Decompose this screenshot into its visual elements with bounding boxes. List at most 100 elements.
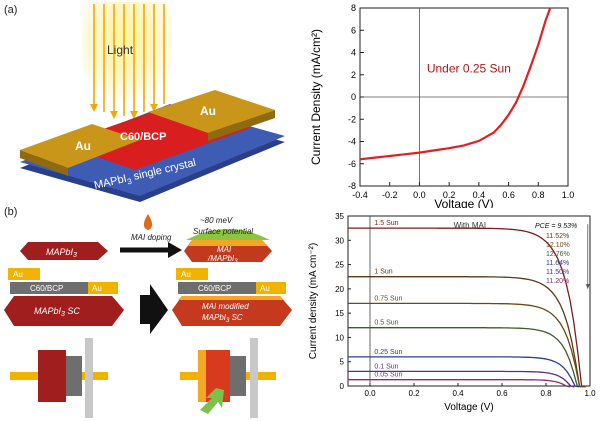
right-device-c60-layer — [178, 282, 256, 294]
device-illustration-a: Light Au C60/BCP Au MAPbI3 single crysta… — [20, 2, 285, 202]
y-tick-label: 25 — [335, 261, 344, 270]
right-cross-electrode — [250, 338, 258, 418]
au-right-label: Au — [200, 104, 216, 118]
chart-jv-multi-sun: 0.0 0.2 0.4 0.6 0.8 1.0 0 5 10 15 20 25 30 35 1.5 Sun… — [308, 212, 596, 413]
series-line-1-sun — [348, 276, 584, 388]
au-contact-left — [20, 124, 140, 168]
series-line-0.05-sun — [348, 379, 571, 388]
series-line-0.5-sun — [348, 327, 582, 388]
pce-value: 11.20% — [546, 278, 569, 285]
pce-title: PCE = 9.53% — [535, 223, 577, 230]
y-tick-label: -4 — [348, 137, 356, 147]
left-cross-crystal — [38, 350, 66, 402]
y-tick-label: 30 — [335, 236, 344, 245]
pce-value: 12.76% — [546, 251, 570, 258]
left-cross-c60 — [66, 356, 82, 396]
right-device-crystal — [172, 296, 292, 326]
y-tick-label: 8 — [351, 3, 356, 13]
left-device-crystal-label: MAPbI3 SC — [34, 306, 80, 318]
crystal-mai-line2: /MAPbI3 — [207, 254, 238, 265]
y-tick-label: 0 — [351, 92, 356, 102]
x-tick-label: 0.4 — [473, 190, 486, 200]
series-label: 1.5 Sun — [374, 220, 398, 227]
right-device-c60-label: C60/BCP — [198, 284, 231, 293]
chart-jv-quarter-sun: -0.4 -0.2 0.0 0.2 0.4 0.6 0.8 1.0-8-6-4-202468 … — [309, 3, 575, 208]
surface-note-1: ~80 meV — [200, 216, 233, 225]
left-device-au-right — [88, 282, 118, 294]
series-label: 0.75 Sun — [374, 295, 402, 302]
right-device-au-left-label: Au — [181, 270, 191, 279]
light-arrowheads — [90, 104, 158, 119]
x-tick-label: 0.2 — [408, 389, 420, 398]
x-tick-label: -0.2 — [382, 190, 398, 200]
right-device-au-left — [176, 268, 208, 280]
series-label: 0.5 Sun — [374, 320, 398, 327]
x-tick-label: 1.0 — [584, 389, 596, 398]
x-tick-label: 0.8 — [540, 389, 552, 398]
c60-label: C60/BCP — [120, 131, 166, 143]
x-tick-label: 0.2 — [443, 190, 456, 200]
chart-a-ylabel: Current Density (mA/cm²) — [309, 29, 323, 165]
series-label: 0.05 Sun — [374, 372, 402, 379]
series-label: 1 Sun — [374, 269, 392, 276]
y-tick-label: 35 — [335, 212, 344, 221]
pce-value: 11.52% — [546, 233, 569, 240]
y-tick-label: -6 — [348, 159, 356, 169]
x-tick-label: 1.0 — [562, 190, 575, 200]
chart-b-annotation: With MAI — [454, 221, 486, 230]
x-tick-label: 0.4 — [452, 389, 464, 398]
light-rays — [93, 4, 165, 116]
series-label: 0.25 Sun — [374, 349, 402, 356]
series-line-quarter-sun — [359, 7, 552, 161]
panel-label-a: (a) — [4, 4, 18, 16]
x-tick-label: 0.8 — [532, 190, 545, 200]
x-tick-label: 0.0 — [413, 190, 426, 200]
crystal-mai-line1: MAI — [217, 245, 232, 254]
left-device-au-right-label: Au — [92, 284, 102, 293]
series-label: 0.1 Sun — [374, 363, 398, 370]
drop-icon — [143, 214, 153, 230]
chart-a-xlabel: Voltage (V) — [434, 197, 493, 208]
x-tick-label: 0.6 — [496, 389, 508, 398]
light-label: Light — [107, 43, 134, 57]
y-tick-label: 15 — [335, 309, 344, 318]
right-device-au-right-label: Au — [260, 284, 270, 293]
au-left-label: Au — [75, 139, 91, 153]
green-arrow-icon — [200, 388, 224, 414]
panel-label-b: (b) — [4, 206, 18, 218]
x-tick-label: 0.0 — [364, 389, 376, 398]
crystal-pristine — [20, 242, 108, 260]
y-tick-label: 10 — [335, 333, 344, 342]
left-device-au-left — [8, 268, 40, 280]
right-device-crystal-line1: MAI modified — [202, 302, 249, 311]
crystal-pristine-label: MAPbI3 — [46, 247, 77, 259]
left-device-au-left-label: Au — [13, 270, 23, 279]
pce-value: 11.64% — [546, 260, 569, 267]
series-line-0.75-sun — [348, 302, 584, 388]
pce-value: 11.50% — [546, 269, 569, 276]
chart-b-ylabel: Current density (mA cm⁻²) — [308, 243, 319, 359]
x-tick-label: -0.4 — [352, 190, 368, 200]
series-line-1.5-sun — [348, 227, 586, 388]
surface-potential-layer — [186, 229, 270, 240]
schematic-b: MAPbI3 MAI doping ~80 meV Surface potent… — [4, 214, 292, 418]
y-tick-label: 20 — [335, 285, 344, 294]
series-line-0.25-sun — [348, 356, 580, 388]
light-glow — [82, 2, 172, 112]
y-tick-label: 2 — [351, 70, 356, 80]
left-device-crystal — [4, 296, 124, 326]
y-tick-label: -8 — [348, 181, 356, 191]
left-cross-electrode — [85, 338, 93, 418]
right-device-crystal-line2: MAPbI3 SC — [202, 313, 243, 324]
y-tick-label: 4 — [351, 48, 356, 58]
y-tick-label: 0 — [340, 382, 345, 391]
series-line-0.1-sun — [348, 370, 575, 388]
y-tick-label: -2 — [348, 114, 356, 124]
process-arrow — [140, 284, 168, 334]
pce-value: 12.10% — [546, 242, 570, 249]
right-device-au-right — [256, 282, 286, 294]
doping-label: MAI doping — [131, 233, 172, 242]
chart-b-xlabel: Voltage (V) — [444, 402, 493, 413]
surface-note-2: Surface potential — [193, 227, 253, 236]
